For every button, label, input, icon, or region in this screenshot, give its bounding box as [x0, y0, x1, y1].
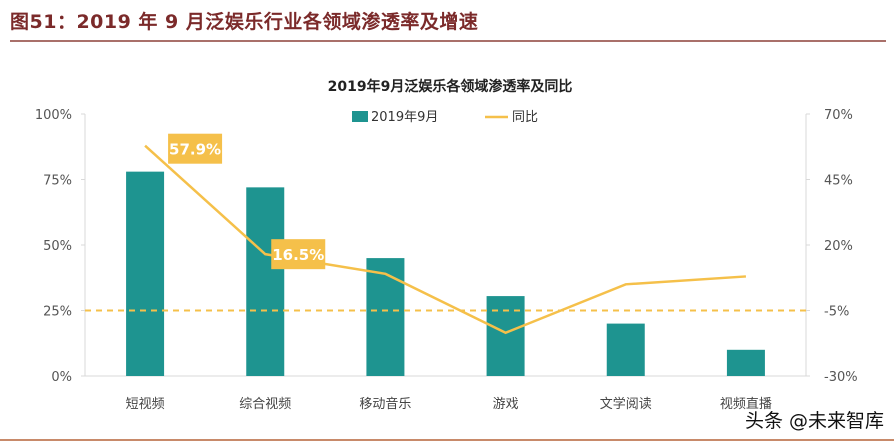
- yoy-line: [144, 144, 746, 335]
- data-labels: 57.9% 16.5%: [168, 133, 326, 270]
- right-tick-label: -5%: [824, 305, 849, 320]
- left-tick-label: 50%: [43, 239, 72, 254]
- data-label: 16.5%: [272, 246, 324, 264]
- left-tick-label: 25%: [43, 305, 72, 320]
- right-tick-label: -30%: [824, 370, 858, 385]
- left-tick-label: 100%: [35, 108, 72, 123]
- x-tick-label: 移动音乐: [359, 396, 411, 412]
- x-tick-label: 短视频: [126, 397, 165, 412]
- bar-视频直播: [726, 349, 765, 376]
- bar-移动音乐: [366, 258, 405, 376]
- x-tick-label: 游戏: [493, 397, 519, 412]
- bottom-divider: [0, 439, 894, 441]
- x-tick-label: 文学阅读: [600, 396, 652, 412]
- left-tick-label: 0%: [51, 370, 72, 385]
- legend: 2019年9月 同比: [352, 110, 538, 125]
- bar-文学阅读: [606, 323, 645, 376]
- figure-title: 图51：2019 年 9 月泛娱乐行业各领域渗透率及增速: [10, 11, 479, 33]
- right-tick-label: 45%: [824, 174, 853, 189]
- chart-title: 2019年9月泛娱乐各领域渗透率及同比: [328, 78, 573, 95]
- title-divider: [10, 40, 886, 42]
- legend-bar-label: 2019年9月: [371, 110, 438, 125]
- watermark: 头条 @未来智库: [744, 410, 884, 432]
- legend-bar-swatch: [352, 111, 368, 122]
- legend-line-label: 同比: [512, 110, 538, 125]
- x-tick-label: 视频直播: [720, 397, 772, 412]
- data-label-box: [168, 133, 223, 164]
- left-tick-label: 75%: [43, 174, 72, 189]
- x-tick-label: 综合视频: [239, 397, 291, 412]
- data-label-box: [271, 239, 326, 270]
- right-tick-label: 70%: [824, 108, 853, 123]
- data-label: 57.9%: [169, 141, 221, 159]
- bars: [126, 171, 765, 376]
- bar-游戏: [486, 296, 525, 376]
- bar-综合视频: [246, 187, 285, 376]
- axes: 0% 25% 50% 75% 100% -30% -5% 20% 45% 70% 短视频 综合视频 移动…: [35, 108, 858, 412]
- right-tick-label: 20%: [824, 239, 853, 254]
- line-series: [85, 144, 806, 335]
- bar-短视频: [126, 171, 165, 376]
